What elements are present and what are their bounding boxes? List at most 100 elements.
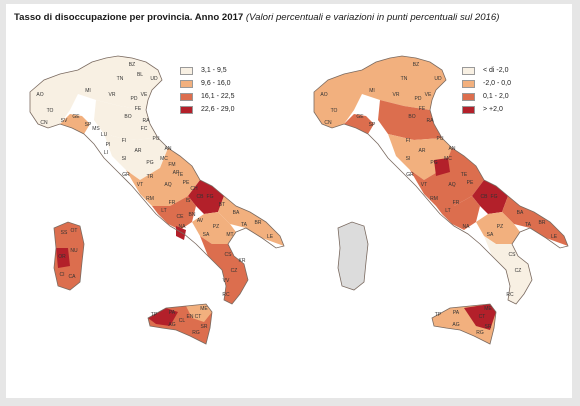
right-province-label-to: TO: [331, 108, 338, 114]
left-province-label-ca: CA: [69, 274, 77, 280]
right-province-label-sp: SP: [369, 122, 376, 128]
right-province-label-ud: UD: [434, 76, 442, 82]
right-province-label-pu: PU: [437, 136, 444, 142]
left-province-label-mc: MC: [160, 156, 168, 162]
left-province-label-ag: AG: [168, 322, 175, 328]
right-province-label-si: SI: [406, 156, 411, 162]
left-province-label-to: TO: [47, 108, 54, 114]
legend-left: 3,1 - 9,5 9,6 - 16,0 16,1 - 22,5 22,6 - …: [180, 64, 234, 116]
figure-title: Tasso di disoccupazione per provincia. A…: [14, 12, 499, 23]
left-province-label-kr: KR: [239, 258, 246, 264]
right-province-label-tn: TN: [401, 76, 408, 82]
right-province-label-rc: RC: [506, 292, 514, 298]
left-province-label-lu: LU: [101, 132, 108, 138]
right-province-label-ct: CT: [479, 314, 486, 320]
left-province-label-cs: CS: [225, 252, 233, 258]
left-province-label-or: OR: [58, 254, 66, 260]
left-province-label-cb: CB: [197, 194, 205, 200]
left-province-label-ap: AP: [173, 170, 180, 176]
left-province-label-fr: FR: [169, 200, 176, 206]
right-province-label-br: BR: [539, 220, 546, 226]
left-province-label-an: AN: [165, 146, 172, 152]
left-province-label-bt: BT: [219, 202, 225, 208]
left-province-label-ud: UD: [150, 76, 158, 82]
right-province-label-pe: PE: [467, 180, 474, 186]
right-province-label-pa: PA: [453, 310, 460, 316]
legend-right-item-3: 0,1 - 2,0: [462, 90, 511, 103]
legend-right-item-2: -2,0 - 0,0: [462, 77, 511, 90]
right-province-label-na: NA: [463, 224, 471, 230]
right-province-label-cz: CZ: [515, 268, 522, 274]
left-province-label-is: IS: [186, 198, 191, 204]
right-province-label-fi: FI: [406, 138, 410, 144]
right-province-label-cn: CN: [324, 120, 332, 126]
left-province-label-bo: BO: [124, 114, 131, 120]
right-province-label-sa: SA: [487, 232, 494, 238]
legend-right-item-1: < di -2,0: [462, 64, 511, 77]
right-province-label-gr: GR: [406, 172, 414, 178]
right-province-label-me: ME: [484, 306, 492, 312]
right-province-label-bo: BO: [408, 114, 415, 120]
right-province-label-ao: AO: [320, 92, 327, 98]
legend-label: 0,1 - 2,0: [483, 93, 509, 100]
map-left-provinces: [30, 56, 284, 344]
legend-label: 22,6 - 29,0: [201, 106, 235, 113]
right-province-label-bz: BZ: [413, 62, 419, 68]
left-province-label-ss: SS: [61, 230, 68, 236]
right-province-label-mi: MI: [369, 88, 375, 94]
left-province-label-vr: VR: [109, 92, 116, 98]
right-province-label-vr: VR: [393, 92, 400, 98]
left-province-label-fm: FM: [168, 162, 175, 168]
right-province-label-ge: GE: [356, 114, 364, 120]
legend-swatch: [180, 79, 193, 88]
left-province-label-mi: MI: [85, 88, 91, 94]
left-province-label-sa: SA: [203, 232, 210, 238]
right-province-label-rg: RG: [476, 330, 484, 336]
left-province-label-ms: MS: [92, 126, 100, 132]
left-province-label-nu: NU: [70, 248, 78, 254]
right-province-label-ra: RA: [427, 118, 435, 124]
left-province-label-ot: OT: [71, 228, 78, 234]
legend-label: 16,1 - 22,5: [201, 93, 235, 100]
legend-right-item-4: > +2,0: [462, 103, 511, 116]
left-province-label-ch: CH: [190, 186, 198, 192]
legend-swatch: [180, 105, 193, 114]
left-province-label-fc: FC: [141, 126, 148, 132]
left-province-label-pg: PG: [146, 160, 153, 166]
left-province-label-cz: CZ: [231, 268, 238, 274]
left-province-label-pu: PU: [153, 136, 160, 142]
right-province-label-pg: PG: [430, 160, 437, 166]
left-province-label-sv: SV: [61, 118, 68, 124]
left-province-label-tp: TP: [151, 312, 158, 318]
left-province-label-sp: SP: [85, 122, 92, 128]
right-province-label-tp: TP: [435, 312, 442, 318]
left-province-label-ta: TA: [241, 222, 248, 228]
right-province-label-ba: BA: [517, 210, 524, 216]
left-province-label-fg: FG: [207, 194, 214, 200]
left-province-label-sr: SR: [201, 324, 208, 330]
right-province-label-an: AN: [449, 146, 456, 152]
left-province-label-si: SI: [122, 156, 127, 162]
left-province-label-aq: AQ: [164, 182, 171, 188]
legend-label: -2,0 - 0,0: [483, 80, 512, 87]
right-province-label-ag: AG: [452, 322, 459, 328]
left-province-label-rg: RG: [192, 330, 200, 336]
left-province-label-rc: RC: [222, 292, 230, 298]
right-province-label-fr: FR: [453, 200, 460, 206]
left-province-label-me: ME: [200, 306, 208, 312]
left-province-label-na: NA: [179, 224, 187, 230]
left-province-label-ba: BA: [233, 210, 240, 216]
legend-swatch: [462, 105, 475, 114]
right-province-label-cs: CS: [509, 252, 517, 258]
legend-swatch: [462, 66, 475, 75]
right-province-label-mc: MC: [444, 156, 452, 162]
left-province-label-ar: AR: [135, 148, 142, 154]
legend-swatch: [180, 66, 193, 75]
left-province-label-av: AV: [197, 218, 204, 224]
left-province-label-gr: GR: [122, 172, 130, 178]
right-province-label-ar: AR: [419, 148, 426, 154]
map-right-provinces: [314, 56, 568, 344]
